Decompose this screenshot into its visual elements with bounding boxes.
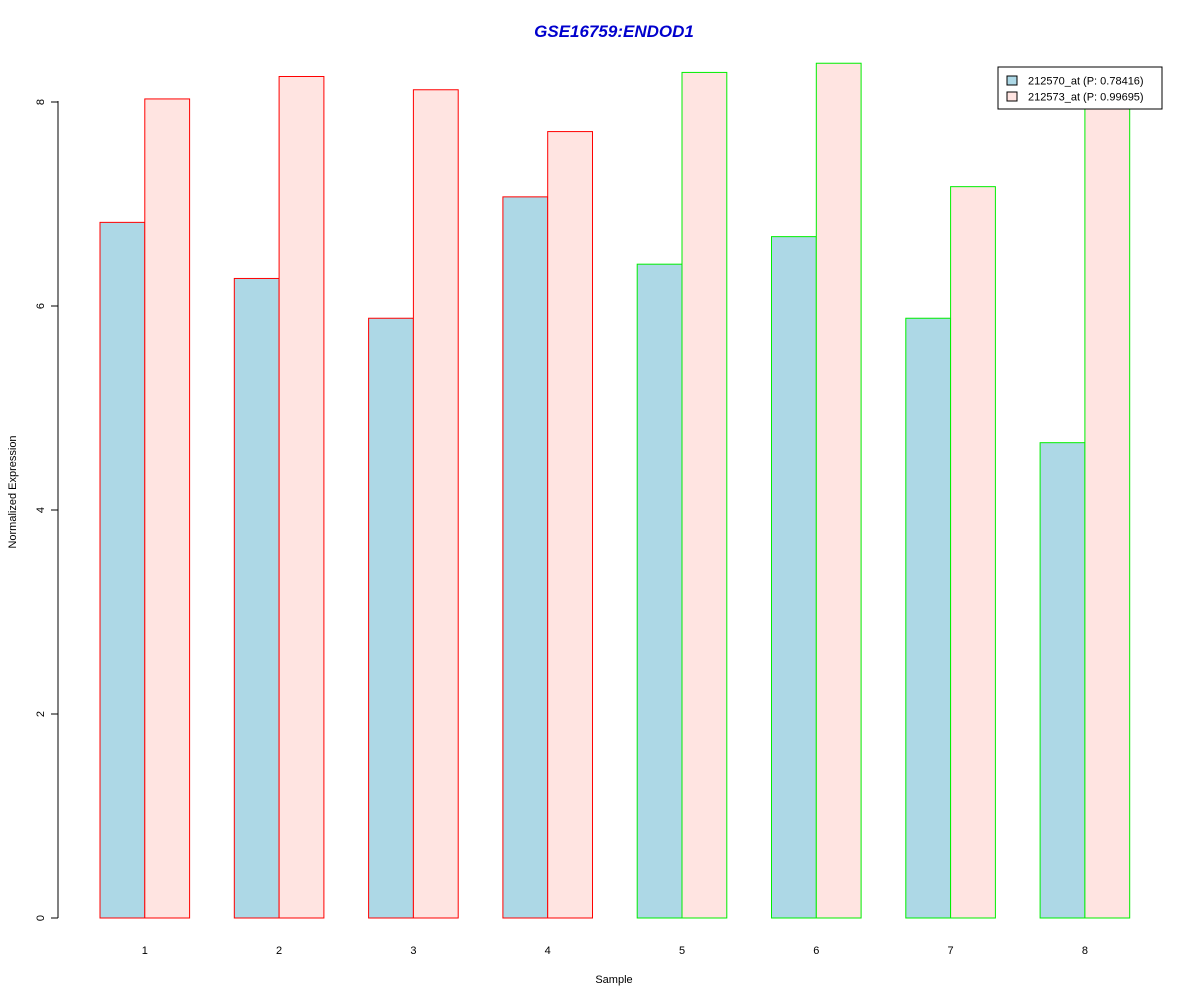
x-tick-label: 8 xyxy=(1082,945,1088,957)
legend-label: 212570_at (P: 0.78416) xyxy=(1028,76,1144,88)
x-tick-label: 6 xyxy=(813,945,819,957)
bar-sample-3-series-1 xyxy=(369,318,414,918)
x-axis-label: Sample xyxy=(595,974,632,986)
bar-sample-4-series-2 xyxy=(548,132,593,918)
y-tick-label: 0 xyxy=(35,915,47,921)
bar-sample-3-series-2 xyxy=(413,90,458,918)
x-tick-labels: 1 2 3 4 5 6 7 8 xyxy=(142,945,1088,957)
legend: 212570_at (P: 0.78416) 212573_at (P: 0.99… xyxy=(998,67,1162,109)
bar-sample-1-series-1 xyxy=(100,222,145,918)
y-axis-label: Normalized Expression xyxy=(7,435,19,548)
bar-sample-8-series-1 xyxy=(1040,443,1085,918)
bar-sample-1-series-2 xyxy=(145,99,190,918)
bar-sample-7-series-1 xyxy=(906,318,951,918)
chart-title: GSE16759:ENDOD1 xyxy=(534,22,694,41)
x-tick-label: 2 xyxy=(276,945,282,957)
x-tick-label: 3 xyxy=(410,945,416,957)
bar-sample-6-series-2 xyxy=(816,63,861,918)
y-tick-label: 6 xyxy=(35,303,47,309)
x-tick-label: 4 xyxy=(545,945,551,957)
bar-sample-2-series-1 xyxy=(234,278,279,918)
legend-swatch xyxy=(1007,92,1017,101)
y-tick-label: 2 xyxy=(35,711,47,717)
y-tick-label: 8 xyxy=(35,99,47,105)
bar-sample-8-series-2 xyxy=(1085,107,1130,918)
legend-swatch xyxy=(1007,76,1017,85)
y-axis: 0 2 4 6 8 xyxy=(35,99,58,921)
bars xyxy=(100,63,1130,918)
bar-sample-7-series-2 xyxy=(951,187,996,918)
legend-label: 212573_at (P: 0.99695) xyxy=(1028,92,1144,104)
bar-sample-6-series-1 xyxy=(772,237,817,918)
y-tick-label: 4 xyxy=(35,507,47,513)
bar-sample-5-series-1 xyxy=(637,264,682,918)
x-tick-label: 1 xyxy=(142,945,148,957)
x-tick-label: 7 xyxy=(948,945,954,957)
x-tick-label: 5 xyxy=(679,945,685,957)
bar-sample-5-series-2 xyxy=(682,72,727,918)
bar-sample-2-series-2 xyxy=(279,77,324,919)
bar-sample-4-series-1 xyxy=(503,197,548,918)
